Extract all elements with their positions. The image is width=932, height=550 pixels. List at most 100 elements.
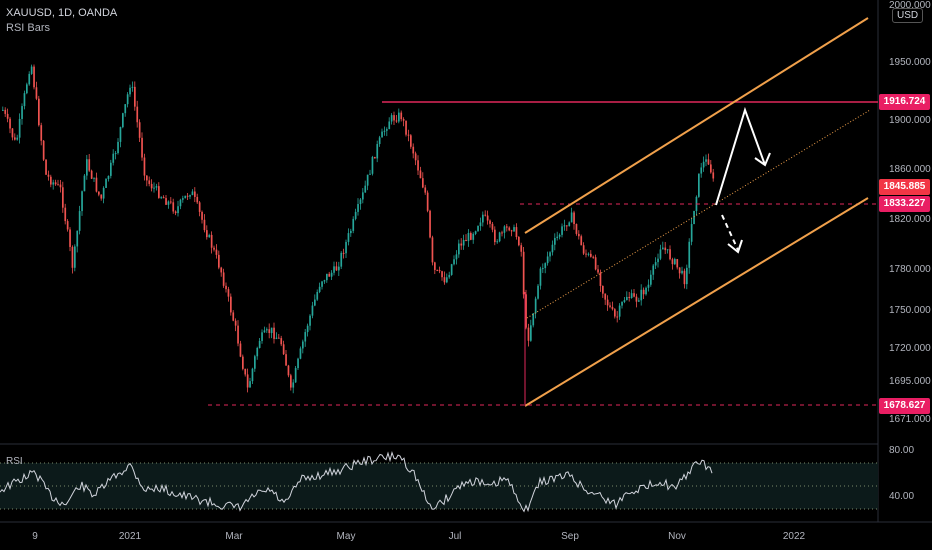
candle-body <box>263 330 266 333</box>
candle-body <box>686 267 688 285</box>
rsi-line <box>0 451 713 513</box>
candle-body <box>446 277 448 283</box>
candle-body <box>614 309 616 317</box>
candle-body <box>148 180 151 184</box>
candle-body <box>710 164 712 173</box>
candle-body <box>141 137 143 158</box>
candle-body <box>510 230 513 232</box>
candle-body <box>30 66 33 74</box>
indicator-label[interactable]: RSI Bars <box>6 22 51 34</box>
candle-body <box>21 106 23 119</box>
price-axis-label: 1900.000 <box>889 115 931 126</box>
candle-body <box>158 186 160 198</box>
candle-body <box>424 187 427 193</box>
candle-body <box>246 374 249 388</box>
price-axis-label: 1671.000 <box>889 414 931 425</box>
candle-body <box>537 285 539 299</box>
candle-body <box>230 296 232 313</box>
candle-body <box>395 120 398 122</box>
candle-body <box>136 106 139 123</box>
candle-body <box>182 198 184 200</box>
candle-body <box>208 234 211 238</box>
candle-body <box>443 277 446 283</box>
candle-body <box>455 254 458 260</box>
time-axis-label: Nov <box>668 531 686 542</box>
price-axis-label: 1780.000 <box>889 264 931 275</box>
symbol-title[interactable]: XAUUSD, 1D, OANDA <box>6 7 118 19</box>
candle-body <box>254 356 256 369</box>
candle-body <box>210 234 213 248</box>
candle-body <box>280 338 283 345</box>
candle-body <box>407 134 410 136</box>
candle-body <box>304 332 307 342</box>
candle-body <box>338 266 340 271</box>
candle-body <box>45 159 47 175</box>
candle-body <box>285 354 287 366</box>
candle-body <box>441 271 443 278</box>
projection-arrow-down[interactable] <box>721 214 739 251</box>
candle-body <box>496 241 499 243</box>
candle-body <box>369 173 371 175</box>
candle-body <box>374 156 376 159</box>
candle-body <box>110 162 112 176</box>
candle-body <box>515 227 518 237</box>
arrow-head-2 <box>727 239 743 254</box>
candle-body <box>74 246 76 268</box>
candle-body <box>222 272 225 286</box>
candle-body <box>191 191 194 196</box>
candle-body <box>484 214 487 216</box>
channel-upper-line[interactable] <box>524 17 869 234</box>
candle-body <box>527 327 530 341</box>
candle-body <box>498 232 501 242</box>
candle-body <box>102 187 105 199</box>
price-tag-support: 1833.227 <box>879 196 930 212</box>
candle-body <box>326 273 328 281</box>
currency-button[interactable]: USD <box>892 8 924 23</box>
price-axis-label: 1695.000 <box>889 376 931 387</box>
candle-body <box>381 131 383 138</box>
candle-body <box>297 358 299 369</box>
candle-body <box>98 191 100 195</box>
candle-body <box>458 243 460 255</box>
candle-body <box>705 159 707 162</box>
candle-body <box>513 227 515 232</box>
candle-body <box>417 160 419 171</box>
candle-body <box>129 87 131 95</box>
candle-body <box>522 251 525 295</box>
candle-body <box>520 245 523 252</box>
candle-body <box>666 249 669 251</box>
candle-body <box>570 212 573 223</box>
candle-body <box>366 174 369 186</box>
candle-body <box>261 332 263 341</box>
rsi-pane-label[interactable]: RSI <box>6 456 23 467</box>
channel-mid-line[interactable] <box>526 109 871 319</box>
candle-body <box>585 253 587 255</box>
candle-body <box>66 221 69 230</box>
candle-body <box>328 273 331 277</box>
candle-body <box>76 230 79 247</box>
time-axis-label: May <box>336 531 356 542</box>
candle-body <box>290 375 292 388</box>
time-axis-label: Sep <box>561 531 579 542</box>
candle-body <box>174 211 177 214</box>
candle-body <box>590 253 592 257</box>
candle-body <box>112 153 115 163</box>
candle-body <box>251 368 254 382</box>
projection-arrow-up-down[interactable] <box>715 106 766 206</box>
candle-body <box>508 227 511 231</box>
candle-body <box>398 112 400 122</box>
candle-body <box>323 280 326 282</box>
candle-body <box>474 231 477 234</box>
candle-body <box>503 226 506 233</box>
candle-body <box>213 247 215 250</box>
time-axis-label: 2022 <box>782 531 806 542</box>
candle-body <box>33 66 35 88</box>
candle-body <box>580 236 583 246</box>
candle-body <box>371 156 374 174</box>
candle-body <box>124 104 127 114</box>
candle-body <box>604 293 607 300</box>
candle-body <box>597 269 599 273</box>
channel-lower-line[interactable] <box>524 197 869 407</box>
